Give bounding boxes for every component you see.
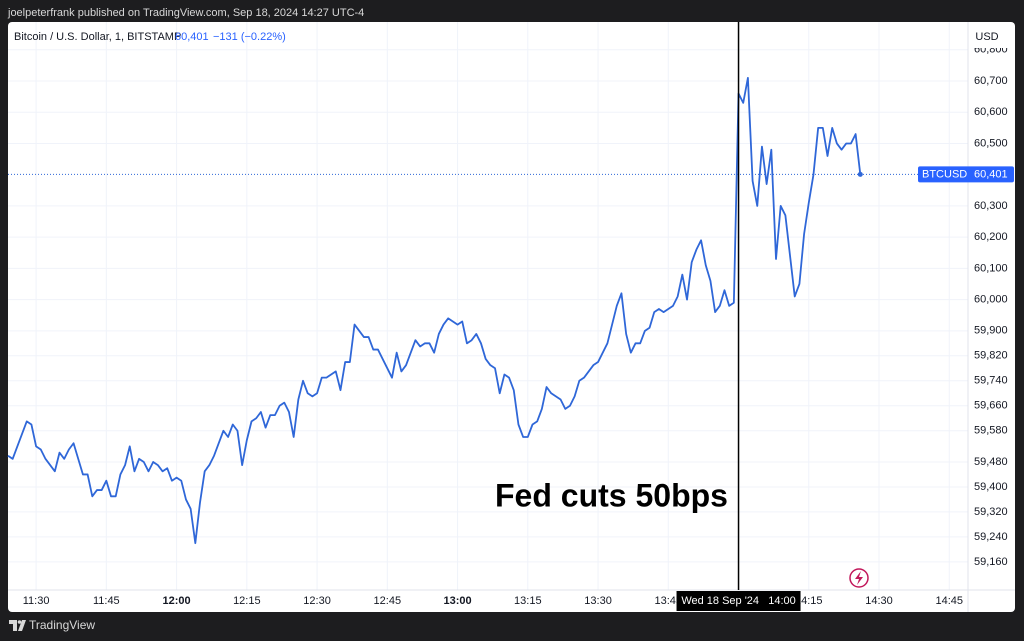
y-tick-label: 59,820 xyxy=(974,350,1008,362)
tradingview-logo xyxy=(9,620,26,631)
y-tick-label: 59,320 xyxy=(974,506,1008,518)
y-tick-label: 60,600 xyxy=(974,106,1008,118)
x-tick-label: 11:30 xyxy=(23,595,50,607)
x-tick-label: 12:00 xyxy=(163,595,191,607)
x-tick-label: 14:45 xyxy=(936,595,964,607)
x-tick-label: 14:30 xyxy=(865,595,893,607)
y-tick-label: 60,200 xyxy=(974,231,1008,243)
header-price: 60,401 xyxy=(175,31,209,43)
x-tick-label: 13:30 xyxy=(584,595,612,607)
last-price-dot xyxy=(857,171,863,177)
publish-info: joelpeterfrank published on TradingView.… xyxy=(7,7,364,19)
y-tick-label: 59,160 xyxy=(974,556,1008,568)
last-price-tag-bg xyxy=(918,166,1014,183)
symbol-title: Bitcoin / U.S. Dollar, 1, BITSTAMP xyxy=(14,31,181,43)
alert-icon xyxy=(849,568,869,588)
currency-box xyxy=(969,26,1013,48)
x-tick-label: 12:45 xyxy=(374,595,402,607)
crosshair-label: Wed 18 Sep '24 14:00 xyxy=(681,595,795,607)
x-tick-label: 13:45 xyxy=(655,595,683,607)
y-tick-label: 59,480 xyxy=(974,456,1008,468)
x-tick-label: 13:00 xyxy=(443,595,471,607)
crosshair-label-bg xyxy=(676,591,801,611)
overlay: BTCUSD 60,401 Wed 18 Sep '24 14:00 xyxy=(676,22,1014,611)
x-tick-label: 11:45 xyxy=(93,595,120,607)
last-price-label: 60,401 xyxy=(974,168,1008,180)
currency-label: USD xyxy=(975,31,998,43)
y-tick-label: 59,900 xyxy=(974,325,1008,337)
plot-area: 59,160 59,240 59,320 59,400 59,480 59,580 59,6… xyxy=(7,22,1008,607)
chart-panel xyxy=(8,22,1015,612)
x-tick-label: 14:15 xyxy=(795,595,823,607)
y-tick-label: 60,300 xyxy=(974,200,1008,212)
y-tick-label: 59,240 xyxy=(974,531,1008,543)
y-tick-label: 60,700 xyxy=(974,75,1008,87)
y-tick-label: 59,580 xyxy=(974,425,1008,437)
y-tick-label: 59,740 xyxy=(974,375,1008,387)
annotation: Fed cuts 50bps xyxy=(495,477,728,513)
header-change: −131 (−0.22%) xyxy=(213,31,286,43)
x-tick-label: 13:15 xyxy=(514,595,542,607)
last-price-tag: BTCUSD xyxy=(922,168,967,180)
y-tick-label: 60,100 xyxy=(974,262,1008,274)
footer-brand: TradingView xyxy=(29,618,95,632)
y-tick-label: 60,000 xyxy=(974,294,1008,306)
price-line xyxy=(7,76,862,545)
x-tick-label: 12:30 xyxy=(303,595,331,607)
y-tick-label: 59,400 xyxy=(974,481,1008,493)
y-tick-label: 60,500 xyxy=(974,137,1008,149)
y-tick-label: 59,660 xyxy=(974,400,1008,412)
x-tick-label: 12:15 xyxy=(233,595,261,607)
